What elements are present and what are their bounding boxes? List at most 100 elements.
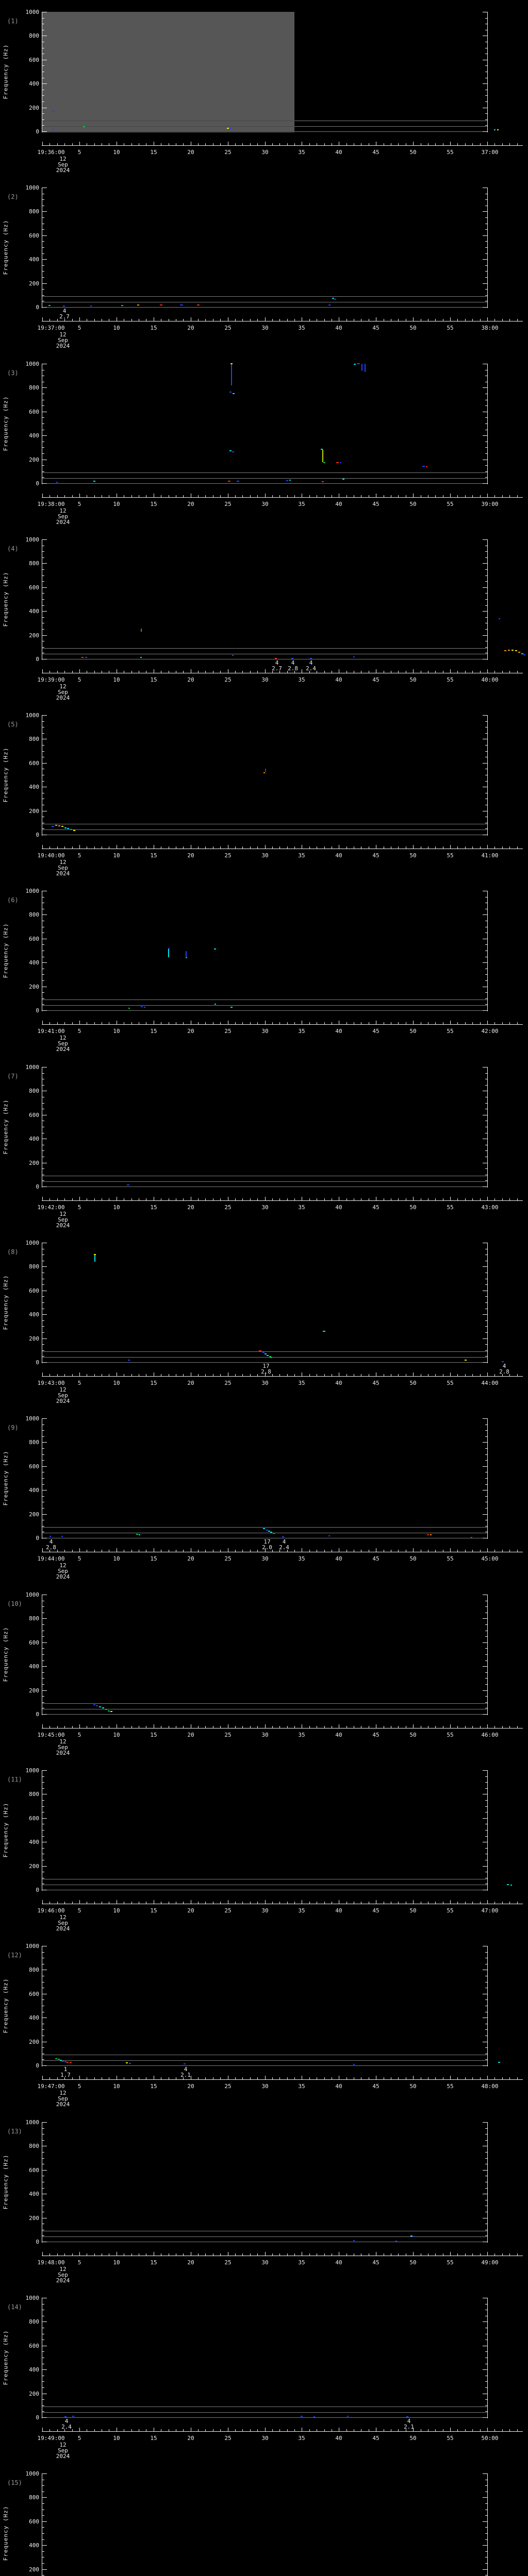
x-tick-label: 40 xyxy=(335,1204,342,1211)
x-tick-label: 55 xyxy=(447,1732,454,1738)
x-minor-tick xyxy=(398,1902,399,1904)
x-minor-tick xyxy=(502,319,503,321)
y-tick xyxy=(485,1320,487,1321)
y-tick xyxy=(42,587,47,588)
x-minor-tick xyxy=(94,1198,95,1200)
y-tick-label: 800 xyxy=(29,1088,39,1094)
x-tick-label: 25 xyxy=(224,1380,232,1386)
x-major-tick xyxy=(450,845,451,849)
x-axis xyxy=(42,145,523,146)
y-tick-label: 1000 xyxy=(25,888,40,894)
y-tick xyxy=(42,125,44,126)
y-tick xyxy=(485,1999,487,2000)
x-minor-tick xyxy=(279,2429,280,2431)
band-line xyxy=(42,648,487,649)
x-minor-tick xyxy=(398,1198,399,1200)
y-tick-label: 0 xyxy=(36,1359,39,1366)
y-tick xyxy=(42,1150,44,1151)
y-tick xyxy=(485,265,487,266)
x-minor-tick xyxy=(457,1198,458,1200)
x-minor-tick xyxy=(472,2253,473,2256)
y-tick xyxy=(42,1654,44,1655)
y-tick xyxy=(42,113,44,114)
x-tick-label: 40 xyxy=(335,1380,342,1386)
detection-mark xyxy=(270,1532,272,1533)
detection-mark xyxy=(268,1531,270,1532)
y-tick xyxy=(42,2235,44,2236)
y-tick xyxy=(483,763,487,764)
x-minor-tick xyxy=(257,1726,258,1728)
band-line xyxy=(42,1181,487,1182)
x-minor-tick xyxy=(279,1902,280,1904)
x-tick-label: 15 xyxy=(150,501,157,507)
x-minor-tick xyxy=(220,143,221,145)
x-major-tick xyxy=(42,2428,43,2431)
x-minor-tick xyxy=(64,671,65,673)
y-tick xyxy=(42,593,44,594)
x-major-tick xyxy=(265,2252,266,2256)
x-minor-tick xyxy=(517,495,518,497)
x-minor-tick xyxy=(502,2429,503,2431)
spectrogram-panel: 0 200 400 600 800 1000 Frequency (Hz) (3) 19:38:… xyxy=(0,352,528,528)
y-tick xyxy=(483,1010,487,1011)
y-tick-label: 0 xyxy=(36,128,39,135)
x-minor-tick xyxy=(465,2253,466,2256)
x-end-time-label: 40:00 xyxy=(481,676,499,683)
y-tick xyxy=(42,447,44,448)
x-minor-tick xyxy=(502,1902,503,1904)
event-marker-count: 4 xyxy=(309,659,313,666)
x-minor-tick xyxy=(509,319,510,321)
event-marker-count: 4 xyxy=(502,1363,506,1369)
y-tick xyxy=(42,1266,47,1267)
x-minor-tick xyxy=(517,671,518,673)
x-minor-tick xyxy=(272,1550,273,1552)
y-tick xyxy=(42,1338,47,1339)
x-minor-tick xyxy=(509,846,510,849)
x-major-tick xyxy=(413,845,414,849)
date-label: 12 xyxy=(59,331,67,338)
x-tick-label: 15 xyxy=(150,1204,157,1211)
y-tick xyxy=(42,1478,44,1479)
y-tick xyxy=(42,1085,44,1086)
x-minor-tick xyxy=(346,143,347,145)
detection-mark xyxy=(73,830,75,831)
date-label: 12 xyxy=(59,1211,67,1217)
detection-mark xyxy=(332,298,334,299)
x-tick-label: 45 xyxy=(372,2259,380,2266)
detection-mark xyxy=(267,1355,269,1356)
y-tick xyxy=(42,83,47,84)
x-minor-tick xyxy=(287,1198,288,1200)
x-tick-label: 50 xyxy=(409,2259,417,2266)
y-axis-right xyxy=(487,1418,488,1539)
x-minor-tick xyxy=(494,1902,495,1904)
x-minor-tick xyxy=(205,846,206,849)
x-minor-tick xyxy=(235,1198,236,1200)
x-tick-label: 45 xyxy=(372,325,380,331)
y-tick xyxy=(483,2569,487,2570)
y-tick xyxy=(42,2387,44,2388)
x-minor-tick xyxy=(480,495,481,497)
y-tick-label: 200 xyxy=(29,808,39,815)
x-tick-label: 30 xyxy=(261,501,269,507)
x-minor-tick xyxy=(465,2429,466,2431)
detection-mark xyxy=(96,1705,98,1706)
detection-mark xyxy=(328,304,331,306)
x-minor-tick xyxy=(398,671,399,673)
x-tick-label: 30 xyxy=(261,2083,269,2090)
x-minor-tick xyxy=(279,319,280,321)
x-minor-tick xyxy=(457,1902,458,1904)
x-major-tick xyxy=(413,142,414,145)
y-tick xyxy=(485,423,487,424)
y-tick xyxy=(483,1466,487,1467)
detection-mark xyxy=(214,1004,216,1005)
y-tick-label: 200 xyxy=(29,1687,39,1694)
panel-number: (15) xyxy=(7,2479,22,2486)
y-tick-label: 800 xyxy=(29,1615,39,1622)
y-tick xyxy=(485,557,487,558)
y-tick xyxy=(485,199,487,200)
x-minor-tick xyxy=(435,495,436,497)
detection-mark xyxy=(126,2062,128,2063)
x-start-time-label: 19:47:00 xyxy=(37,2083,65,2090)
x-minor-tick xyxy=(131,1022,132,1024)
y-tick xyxy=(42,2473,47,2474)
